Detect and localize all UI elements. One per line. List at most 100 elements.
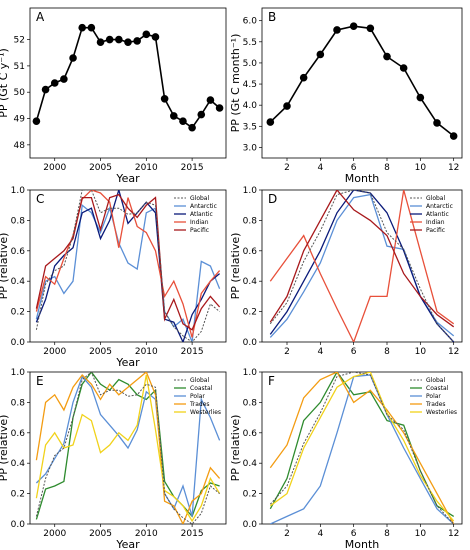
x-tick-label: 8	[384, 529, 390, 539]
x-tick-label: 2010	[135, 163, 158, 173]
x-tick-label: 2000	[43, 529, 66, 539]
data-point	[87, 23, 96, 32]
data-point	[215, 104, 224, 112]
y-tick-label: 3.5	[243, 122, 257, 132]
y-axis-label: PP (relative)	[0, 233, 10, 300]
x-tick-label: 8	[384, 163, 390, 173]
x-tick-label: 6	[351, 529, 357, 539]
series-line-coastal	[35, 372, 220, 520]
data-point	[188, 123, 196, 132]
y-tick-label: 0.2	[11, 490, 25, 500]
y-tick-label: 48	[14, 141, 26, 151]
y-tick-label: 5.0	[243, 59, 258, 69]
legend-entry: Antarctic	[190, 203, 217, 210]
data-point	[105, 35, 114, 44]
series-line-data	[269, 25, 455, 137]
legend-entry: Westerlies	[190, 409, 221, 416]
legend-entry: Indian	[190, 219, 209, 226]
data-point	[399, 64, 408, 72]
data-point	[206, 96, 215, 104]
y-tick-label: 4.0	[243, 101, 258, 111]
y-tick-label: 0.6	[11, 247, 26, 257]
y-tick-label: 6.0	[243, 17, 258, 27]
x-tick-label: 8	[384, 347, 390, 357]
y-axis-label: PP (relative)	[0, 415, 10, 482]
x-tick-label: 4	[317, 347, 323, 357]
x-tick-label: 12	[448, 163, 459, 173]
data-point	[160, 94, 169, 103]
x-tick-label: 2005	[89, 529, 112, 539]
legend-entry: Trades	[189, 401, 210, 408]
data-point	[333, 26, 341, 34]
panel-label: A	[36, 10, 45, 24]
x-tick-label: 2015	[181, 529, 204, 539]
x-tick-label: 6	[351, 347, 357, 357]
x-tick-label: 10	[415, 529, 427, 539]
series-line-trades	[35, 372, 221, 524]
y-tick-label: 49	[14, 115, 26, 125]
series-line-pacific	[269, 190, 455, 328]
data-point	[142, 30, 151, 39]
x-axis-label: Month	[345, 538, 380, 550]
series-line-antarctic	[35, 203, 221, 342]
legend-entry: Global	[190, 195, 209, 202]
x-tick-label: 2010	[135, 529, 158, 539]
y-tick-label: 0.8	[11, 216, 26, 226]
panel-a: 2000 2005 2010 2015 48 49 50 51 52 Year PP (Gt C y…	[0, 7, 227, 185]
y-tick-label: 0.8	[11, 398, 26, 408]
panel-label: B	[268, 10, 276, 24]
series-line-indian	[269, 190, 455, 342]
plot-frame	[29, 371, 227, 525]
data-point	[197, 110, 206, 119]
y-tick-label: 0.6	[11, 429, 26, 439]
data-point	[96, 38, 105, 47]
panel-e: 2000 2005 2010 2015 0.0 0.2 0.4 0.6 0.8 1.0 Year PP…	[0, 368, 227, 550]
data-point	[78, 23, 87, 32]
series-line-indian	[35, 190, 221, 338]
legend-entry: Pacific	[190, 227, 209, 234]
legend-entry: Global	[426, 377, 445, 384]
panel-d: 2 4 6 8 10 12 0.0 0.2 0.4 0.6 0.8 1.0 PP (relative) D…	[229, 186, 463, 357]
x-tick-label: 2005	[89, 163, 112, 173]
data-point	[133, 37, 141, 45]
x-tick-label: 10	[415, 163, 427, 173]
legend-entry: Coastal	[426, 385, 449, 392]
data-point	[41, 85, 50, 94]
data-point	[32, 117, 41, 125]
y-tick-label: 1.0	[11, 186, 26, 196]
y-tick-label: 51	[14, 62, 25, 72]
y-tick-label: 0.6	[243, 247, 258, 257]
series-line-westerlies	[35, 374, 221, 523]
panel-b: 2 4 6 8 10 12 3.0 3.5 4.0 4.5 5.0 5.5 6.0 Month PP (Gt…	[229, 7, 463, 185]
series-line-global	[269, 190, 455, 342]
x-tick-label: 2000	[43, 163, 66, 173]
y-tick-label: 0.2	[243, 490, 257, 500]
panel-label: D	[268, 192, 277, 206]
x-tick-label: 4	[317, 163, 323, 173]
data-point	[169, 112, 178, 120]
legend-entry: Global	[190, 377, 209, 384]
panel-label: E	[36, 374, 44, 388]
y-tick-label: 0.0	[243, 338, 258, 348]
legend-entry: Pacific	[426, 227, 445, 234]
series-line-atlantic	[35, 190, 221, 342]
y-tick-label: 50	[14, 88, 26, 98]
panel-f: 2 4 6 8 10 12 0.0 0.2 0.4 0.6 0.8 1.0 Month PP (relat…	[229, 368, 463, 550]
y-tick-label: 0.4	[243, 277, 258, 287]
x-tick-label: 12	[448, 347, 459, 357]
data-point	[60, 75, 68, 83]
legend-entry: Polar	[190, 393, 205, 400]
y-axis-label: PP (relative)	[229, 415, 242, 482]
data-point	[69, 54, 77, 62]
x-tick-label: 2	[284, 529, 290, 539]
data-point	[50, 79, 59, 87]
series-line-polar	[270, 374, 455, 524]
y-tick-label: 0.2	[11, 308, 25, 318]
data-point	[449, 132, 458, 140]
legend-entry: Polar	[426, 393, 441, 400]
